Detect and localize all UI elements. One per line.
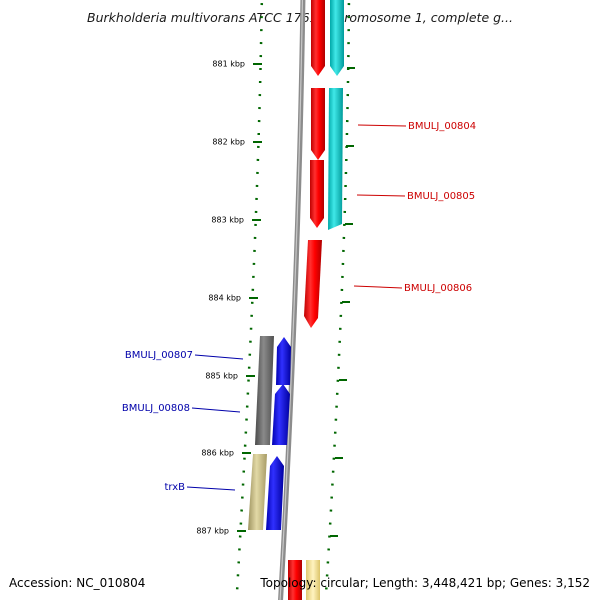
accession-text: Accession: NC_010804 — [9, 576, 146, 590]
gene-label-trxb[interactable]: trxB — [164, 482, 236, 493]
gene-feature-forward[interactable] — [304, 240, 322, 328]
gene-feature-forward[interactable] — [310, 160, 324, 228]
gene-feature-reverse[interactable] — [272, 384, 290, 445]
tick-label: 883 kbp — [211, 216, 244, 225]
scale-tick: 883 kbp — [211, 216, 261, 225]
gene-label-bmulj-00805[interactable]: BMULJ_00805 — [356, 191, 475, 202]
scale-tick: 881 kbp — [212, 60, 262, 69]
gene-label-bmulj-00806[interactable]: BMULJ_00806 — [353, 283, 472, 294]
gene-feature-forward[interactable] — [311, 0, 325, 76]
gene-label-bmulj-00804[interactable]: BMULJ_00804 — [357, 121, 476, 132]
svg-text:BMULJ_00808: BMULJ_00808 — [122, 403, 190, 414]
backbone-highlight — [279, 0, 304, 600]
gene-feature-forward[interactable] — [288, 560, 302, 600]
tick-label: 884 kbp — [208, 294, 241, 303]
tick-label: 885 kbp — [205, 372, 238, 381]
svg-text:BMULJ_00804: BMULJ_00804 — [408, 121, 476, 132]
scale-tick: 882 kbp — [212, 138, 262, 147]
gene-feature-reverse[interactable] — [276, 337, 291, 385]
misc-feature[interactable] — [306, 560, 320, 600]
svg-text:BMULJ_00807: BMULJ_00807 — [125, 350, 193, 361]
scale-tick: 887 kbp — [196, 527, 246, 536]
scale-tick: 885 kbp — [205, 372, 255, 381]
gene-feature-forward[interactable] — [311, 88, 325, 160]
genome-stats-text: Topology: circular; Length: 3,448,421 bp… — [260, 576, 590, 590]
cds-feature-reverse[interactable] — [248, 454, 267, 530]
tick-label: 887 kbp — [196, 527, 229, 536]
gene-labels: BMULJ_00804 BMULJ_00805 BMULJ_00806 BMUL… — [122, 121, 476, 493]
gene-label-bmulj-00808[interactable]: BMULJ_00808 — [122, 403, 241, 414]
scale-tick: 886 kbp — [201, 449, 251, 458]
tick-label: 881 kbp — [212, 60, 245, 69]
scale-ticks: 881 kbp 882 kbp 883 kbp 884 kbp 885 kbp … — [196, 60, 262, 536]
cds-feature[interactable] — [330, 0, 344, 76]
svg-text:BMULJ_00806: BMULJ_00806 — [404, 283, 472, 294]
map-title: Burkholderia multivorans ATCC 17616 chro… — [87, 10, 513, 25]
svg-text:trxB: trxB — [164, 482, 185, 493]
gene-label-bmulj-00807[interactable]: BMULJ_00807 — [125, 350, 244, 361]
cds-feature-reverse[interactable] — [255, 336, 274, 445]
outer-minor-ticks — [330, 67, 355, 537]
cds-feature[interactable] — [328, 88, 343, 230]
svg-text:BMULJ_00805: BMULJ_00805 — [407, 191, 475, 202]
gene-feature-reverse[interactable] — [266, 456, 284, 530]
genome-backbone — [278, 0, 306, 600]
scale-tick: 884 kbp — [208, 294, 258, 303]
tick-label: 886 kbp — [201, 449, 234, 458]
tick-label: 882 kbp — [212, 138, 245, 147]
